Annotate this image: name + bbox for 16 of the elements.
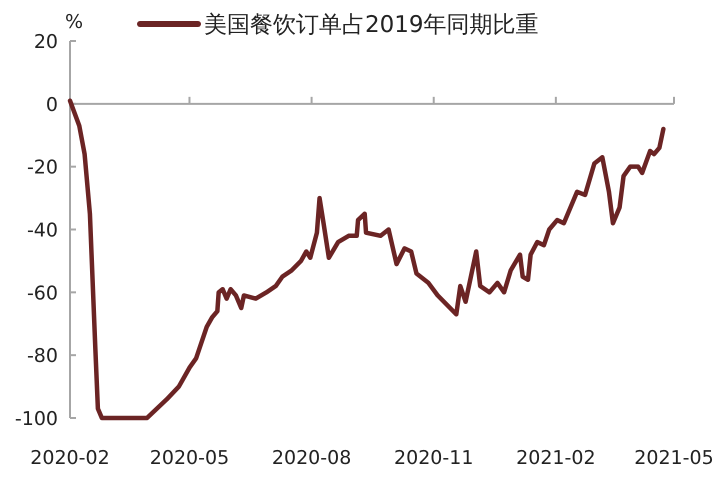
- x-tick-label: 2020-11: [394, 447, 474, 469]
- line-series: [68, 98, 666, 420]
- y-axis-title: %: [64, 11, 84, 33]
- y-tick-label: -80: [26, 345, 58, 368]
- x-tick-label: 2021-02: [516, 447, 596, 469]
- x-tick-label: 2020-05: [150, 447, 230, 469]
- legend-label: 美国餐饮订单占2019年同期比重: [204, 12, 539, 38]
- y-tick-label: 20: [34, 31, 58, 53]
- x-tick-label: 2020-02: [30, 447, 110, 469]
- y-tick-label: -40: [26, 220, 58, 242]
- y-tick-label: -100: [14, 408, 58, 430]
- x-tick-label: 2020-08: [272, 447, 352, 469]
- y-tick-label: 0: [46, 94, 58, 116]
- y-tick-label: -20: [26, 156, 58, 179]
- y-tick-label: -60: [26, 282, 58, 304]
- x-tick-label: 2021-05: [634, 447, 714, 469]
